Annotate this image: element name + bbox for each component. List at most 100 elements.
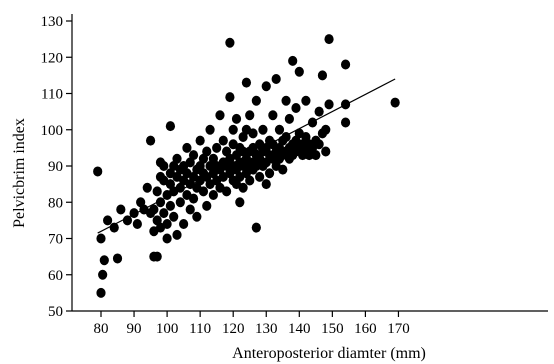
data-point: [212, 142, 222, 153]
data-point: [340, 117, 351, 128]
y-tick-label: 50: [48, 304, 63, 320]
data-point: [235, 197, 245, 208]
x-axis-label: Anteroposterior diamter (mm): [232, 345, 426, 362]
data-point: [103, 215, 113, 226]
data-point: [165, 200, 176, 211]
data-point: [96, 287, 106, 298]
data-point: [248, 128, 258, 139]
data-point: [311, 150, 321, 161]
y-tick-label: 120: [41, 50, 64, 66]
data-point: [238, 182, 248, 193]
y-tick-label: 70: [48, 232, 63, 248]
x-tick-label: 100: [156, 321, 179, 337]
data-point: [96, 233, 106, 244]
x-tick-label: 150: [321, 321, 344, 337]
data-point: [221, 186, 232, 197]
data-point: [258, 124, 268, 135]
data-point: [218, 135, 228, 146]
data-point: [288, 55, 298, 66]
data-point: [149, 204, 159, 215]
data-point: [294, 66, 304, 77]
data-point: [162, 233, 172, 244]
y-axis-label: Pelvicbrim index: [11, 118, 28, 228]
data-point: [314, 106, 324, 117]
data-point: [278, 164, 288, 175]
data-point: [261, 81, 271, 92]
y-tick-label: 80: [48, 195, 63, 211]
data-point: [225, 92, 235, 103]
data-point: [99, 255, 109, 266]
data-point: [281, 95, 291, 106]
x-tick-label: 80: [94, 321, 109, 337]
data-point: [340, 59, 351, 70]
x-tick-label: 120: [222, 321, 245, 337]
data-point: [251, 95, 261, 106]
trend-line-group: [97, 78, 396, 234]
data-point: [162, 219, 172, 229]
data-point: [268, 110, 278, 121]
data-point: [198, 186, 209, 197]
data-point: [228, 124, 238, 135]
x-tick-label: 170: [387, 321, 410, 337]
data-points: [93, 34, 400, 298]
data-point: [231, 113, 242, 124]
data-point: [202, 146, 212, 157]
x-tick-label: 130: [255, 321, 278, 337]
data-point: [205, 124, 215, 135]
data-point: [307, 117, 318, 128]
y-axis-ticks: 50 60 70 80 90 100 110 120 130: [41, 14, 72, 320]
data-point: [317, 70, 328, 81]
data-point: [271, 74, 281, 84]
data-point: [112, 253, 123, 264]
data-point: [159, 161, 169, 171]
y-tick-label: 60: [48, 268, 63, 284]
data-point: [324, 34, 334, 45]
data-point: [188, 150, 199, 161]
data-point: [215, 110, 225, 121]
x-tick-label: 90: [127, 321, 142, 337]
data-point: [264, 168, 275, 179]
data-point: [98, 269, 108, 280]
data-point: [169, 211, 179, 222]
data-point: [245, 110, 255, 121]
y-tick-label: 100: [41, 123, 64, 139]
data-point: [142, 182, 152, 193]
data-point: [284, 113, 294, 124]
data-point: [324, 99, 334, 110]
data-point: [185, 204, 195, 215]
x-axis-ticks: 80 90 100 110 120 130 140 150 160 170: [94, 311, 410, 337]
data-point: [245, 175, 255, 186]
data-point: [255, 171, 265, 182]
data-point: [301, 95, 311, 106]
data-point: [251, 222, 261, 233]
y-tick-label: 90: [48, 159, 63, 175]
data-point: [261, 179, 271, 190]
y-tick-label: 110: [41, 87, 63, 103]
data-point: [175, 197, 185, 208]
data-point: [188, 193, 199, 204]
data-point: [208, 190, 218, 200]
data-point: [241, 77, 252, 88]
data-point: [165, 121, 176, 132]
x-tick-label: 110: [189, 321, 211, 337]
data-point: [179, 219, 189, 229]
data-point: [274, 124, 285, 135]
data-point: [145, 135, 156, 146]
x-tick-label: 140: [288, 321, 311, 337]
data-point: [93, 166, 103, 177]
data-point: [321, 124, 331, 135]
data-point: [172, 229, 182, 240]
data-point: [225, 37, 235, 48]
data-point: [291, 103, 301, 113]
x-tick-label: 160: [354, 321, 377, 337]
data-point: [202, 200, 212, 211]
trend-line: [97, 78, 396, 234]
data-point: [195, 135, 205, 146]
data-point: [172, 153, 182, 164]
data-point: [321, 146, 331, 157]
data-point: [314, 139, 324, 150]
data-point: [122, 215, 133, 226]
data-point: [159, 208, 169, 219]
